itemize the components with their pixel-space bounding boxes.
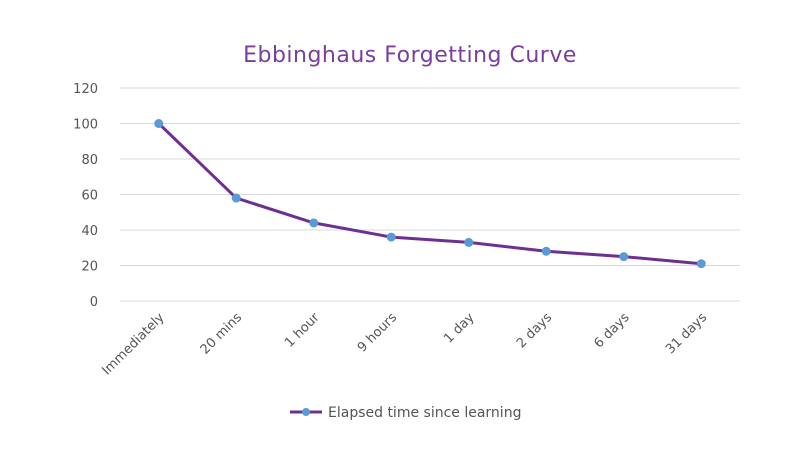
x-tick-label: 1 hour [282, 310, 323, 351]
x-tick-label: 2 days [514, 310, 555, 351]
y-tick-label: 60 [81, 189, 98, 204]
y-axis: 0 20 40 60 80 100 120 [73, 82, 98, 310]
y-tick-label: 0 [90, 295, 98, 310]
x-tick-label: 9 hours [355, 310, 400, 355]
legend: Elapsed time since learning [290, 405, 521, 421]
chart-title: Ebbinghaus Forgetting Curve [243, 43, 577, 68]
x-tick-label: 6 days [591, 310, 632, 351]
x-axis: Immediately 20 mins 1 hour 9 hours 1 day 2 da… [99, 310, 710, 379]
data-point [464, 237, 474, 247]
data-point [154, 119, 164, 128]
data-point [231, 193, 241, 203]
y-tick-label: 80 [81, 153, 98, 168]
series-layer [154, 119, 706, 269]
data-point [696, 259, 706, 269]
data-point [619, 252, 629, 262]
data-point [386, 232, 396, 242]
data-point [309, 218, 319, 228]
data-point [541, 246, 551, 256]
grid-layer [120, 87, 740, 302]
y-tick-label: 100 [73, 118, 98, 133]
series-line [157, 122, 702, 266]
x-tick-label: 31 days [663, 310, 710, 357]
y-tick-label: 40 [81, 224, 98, 239]
legend-marker-swatch [302, 408, 310, 416]
x-tick-label: Immediately [99, 310, 167, 378]
x-tick-label: 1 day [441, 310, 478, 347]
x-tick-label: 20 mins [198, 310, 246, 358]
y-tick-label: 120 [73, 82, 98, 97]
legend-label: Elapsed time since learning [328, 405, 521, 421]
y-tick-label: 20 [81, 260, 98, 275]
